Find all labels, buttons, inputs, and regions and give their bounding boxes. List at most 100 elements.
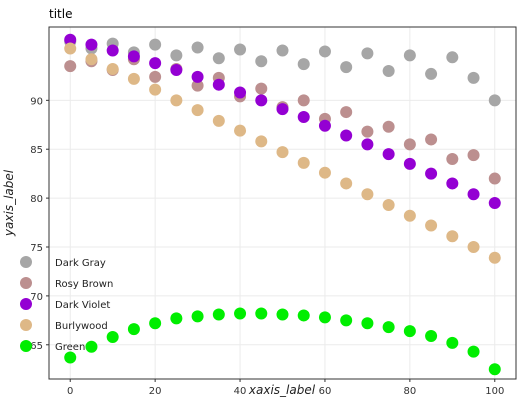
x-axis-label: xaxis_label <box>248 383 316 397</box>
data-point <box>212 114 225 127</box>
y-tick-label: 75 <box>30 243 43 254</box>
data-point <box>106 44 119 57</box>
legend-marker <box>20 277 32 289</box>
data-point <box>297 309 310 322</box>
data-point <box>382 65 395 77</box>
x-tick-label: 40 <box>234 386 247 397</box>
data-point <box>446 336 459 349</box>
data-point <box>446 230 459 243</box>
data-point <box>403 157 416 170</box>
data-point <box>149 83 162 96</box>
y-axis-label: yaxis_label <box>2 169 16 237</box>
data-point <box>403 209 416 222</box>
data-point <box>488 197 501 209</box>
data-point <box>255 307 268 320</box>
data-point <box>127 72 140 85</box>
data-point <box>340 177 353 190</box>
data-point <box>234 86 247 99</box>
data-point <box>361 188 374 201</box>
data-point <box>403 49 416 62</box>
data-point <box>340 314 353 327</box>
data-point <box>425 133 438 146</box>
series-dark-gray <box>64 35 501 107</box>
legend-label: Burlywood <box>55 321 108 332</box>
data-point <box>234 43 247 56</box>
data-point <box>467 149 480 162</box>
data-point <box>361 125 374 138</box>
plot-frame <box>48 26 517 380</box>
data-point <box>212 308 225 321</box>
data-point <box>446 153 459 165</box>
series-layer <box>64 33 501 376</box>
data-point <box>276 308 289 321</box>
x-tick-label: 80 <box>403 386 416 397</box>
data-point <box>425 67 438 80</box>
data-point <box>255 55 268 68</box>
data-point <box>191 310 204 323</box>
data-point <box>191 104 204 117</box>
data-point <box>467 71 480 84</box>
data-point <box>340 61 353 74</box>
legend-label: Rosy Brown <box>55 279 113 290</box>
data-point <box>488 172 501 185</box>
data-point <box>340 129 353 142</box>
data-point <box>361 47 374 60</box>
data-point <box>170 49 183 62</box>
data-point <box>64 33 77 46</box>
chart-title: title <box>49 7 72 21</box>
data-point <box>85 53 98 66</box>
data-point <box>382 120 395 133</box>
legend-label: Dark Gray <box>55 258 106 269</box>
data-point <box>403 138 416 151</box>
data-point <box>191 79 204 92</box>
data-point <box>212 52 225 65</box>
data-point <box>340 106 353 119</box>
data-point <box>191 70 204 83</box>
data-point <box>234 124 247 137</box>
data-point <box>106 330 119 343</box>
data-point <box>212 78 225 91</box>
data-point <box>318 119 331 132</box>
data-point <box>446 177 459 190</box>
data-point <box>149 70 162 83</box>
series-green <box>64 307 501 376</box>
y-tick-label: 80 <box>30 194 43 205</box>
data-point <box>361 138 374 151</box>
data-point <box>297 156 310 169</box>
data-point <box>446 51 459 64</box>
data-point <box>255 82 268 95</box>
data-point <box>488 363 501 376</box>
data-point <box>106 63 119 76</box>
data-point <box>234 307 247 320</box>
data-point <box>318 311 331 324</box>
data-point <box>276 103 289 116</box>
legend: Dark Gray Rosy Brown Dark Violet Burlywood G… <box>20 256 113 353</box>
data-point <box>425 167 438 180</box>
x-tick-label: 100 <box>485 386 504 397</box>
data-point <box>170 64 183 77</box>
data-point <box>297 58 310 71</box>
x-tick-label: 0 <box>67 386 73 397</box>
data-point <box>361 317 374 330</box>
data-point <box>170 94 183 107</box>
legend-label: Dark Violet <box>55 300 110 311</box>
data-point <box>149 38 162 51</box>
data-point <box>297 110 310 123</box>
data-point <box>127 323 140 336</box>
data-point <box>318 45 331 58</box>
y-tick-label: 85 <box>30 145 43 156</box>
legend-marker <box>20 256 32 268</box>
data-point <box>276 146 289 159</box>
data-point <box>488 251 501 264</box>
series-dark-violet <box>64 33 501 209</box>
data-point <box>403 325 416 338</box>
data-point <box>85 340 98 353</box>
data-point <box>425 329 438 342</box>
data-point <box>64 60 77 73</box>
legend-marker <box>20 340 32 352</box>
data-point <box>467 188 480 201</box>
data-point <box>467 345 480 358</box>
data-point <box>318 166 331 179</box>
x-tick-label: 20 <box>149 386 162 397</box>
